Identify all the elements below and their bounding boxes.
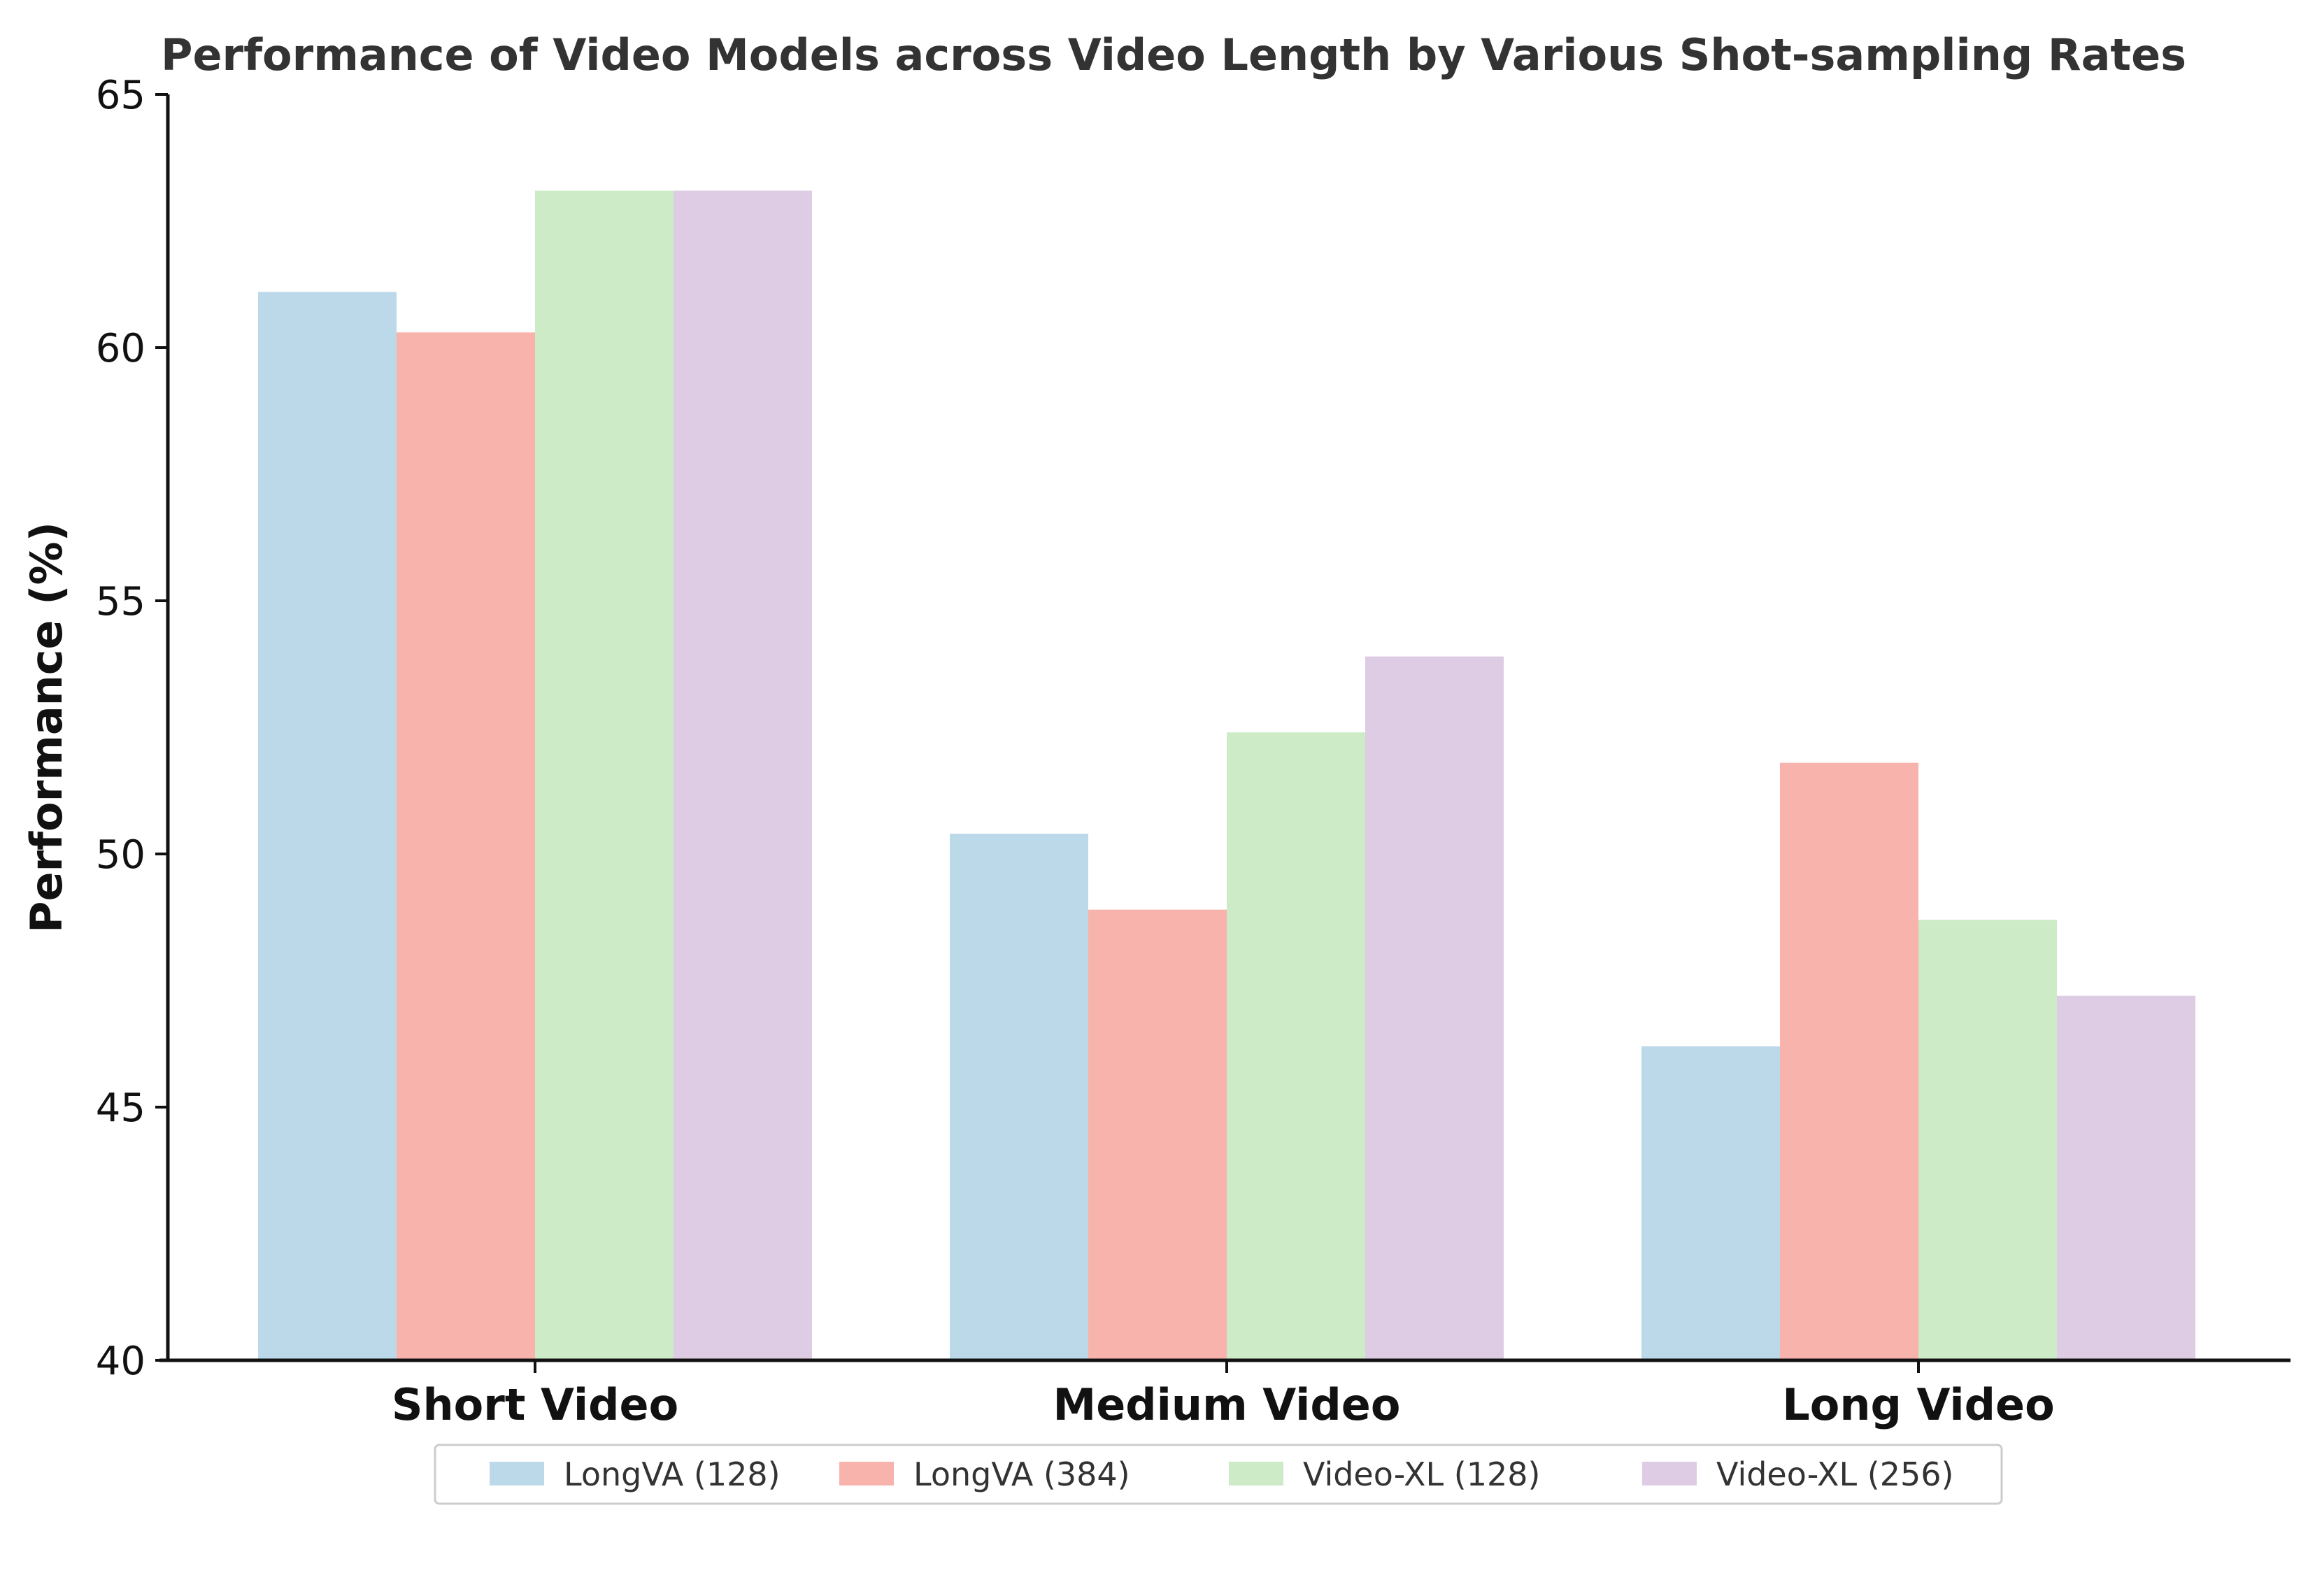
legend-box [434, 1444, 2003, 1505]
legend: LongVA (128) LongVA (384) Video-XL (128) Vi… [434, 1444, 2003, 1505]
legend-label: LongVA (128) [564, 1455, 781, 1493]
y-tick-label: 40 [96, 1339, 145, 1384]
bar-short-video-video-xl-128 [535, 190, 674, 1360]
bar-long-video-longva-384 [1780, 762, 1918, 1360]
y-tick-label: 50 [96, 832, 145, 878]
bar-medium-video-video-xl-256 [1365, 656, 1504, 1360]
legend-swatch [490, 1462, 544, 1485]
legend-swatch [839, 1462, 894, 1485]
bar-long-video-video-xl-256 [2057, 995, 2195, 1360]
x-tick-label: Short Video [392, 1379, 678, 1430]
y-tick-label: 60 [96, 326, 145, 371]
bar-medium-video-longva-384 [1088, 909, 1227, 1360]
bar-medium-video-longva-128 [950, 834, 1088, 1360]
x-tick-label: Medium Video [1053, 1379, 1401, 1430]
y-tick-label: 55 [96, 579, 145, 625]
x-tick-label: Long Video [1782, 1379, 2054, 1430]
axes-group: 40 45 50 55 60 65 Short Video Medium Video Long … [96, 73, 2291, 1430]
legend-label: LongVA (384) [913, 1455, 1130, 1493]
legend-swatch [1642, 1462, 1697, 1485]
legend-swatch [1229, 1462, 1283, 1485]
legend-label: Video-XL (256) [1716, 1455, 1954, 1493]
bar-medium-video-video-xl-128 [1227, 732, 1365, 1360]
legend-label: Video-XL (128) [1303, 1455, 1541, 1493]
bars-group [258, 190, 2195, 1360]
bar-long-video-longva-128 [1641, 1046, 1780, 1360]
y-tick-label: 45 [96, 1085, 145, 1131]
bar-short-video-longva-128 [258, 292, 397, 1360]
bar-short-video-video-xl-256 [674, 190, 812, 1360]
bar-long-video-video-xl-128 [1918, 920, 2057, 1360]
bar-short-video-longva-384 [397, 332, 535, 1360]
chart-title: Performance of Video Models across Video… [161, 29, 2186, 80]
y-tick-label: 65 [96, 73, 145, 118]
y-axis-title: Performance (%) [21, 522, 72, 933]
